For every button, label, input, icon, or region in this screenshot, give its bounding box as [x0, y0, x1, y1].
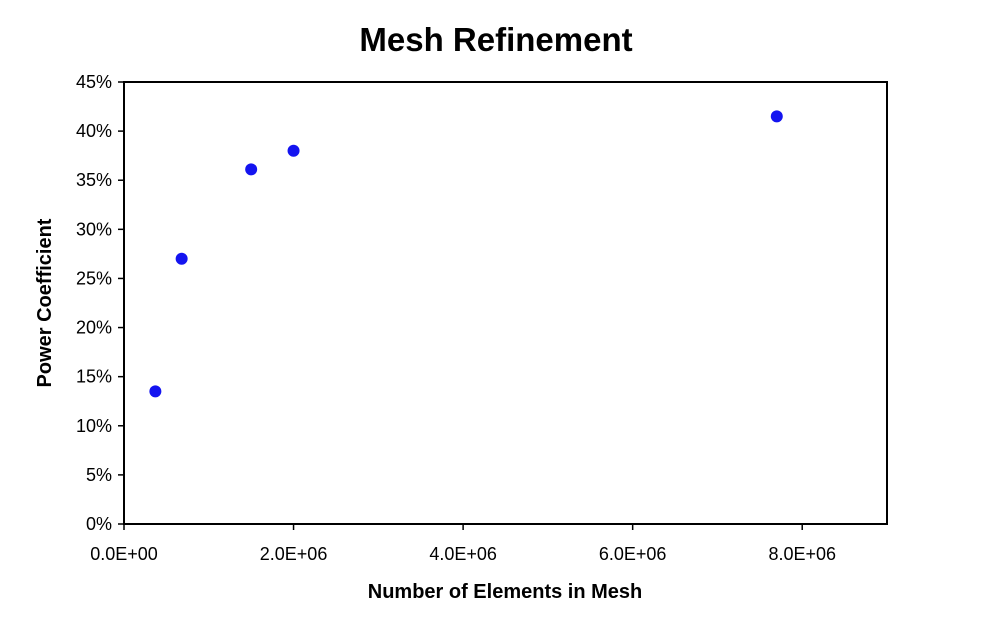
x-tick-label: 2.0E+06	[260, 544, 328, 564]
x-tick-label: 8.0E+06	[768, 544, 836, 564]
x-tick-label: 6.0E+06	[599, 544, 667, 564]
plot-area	[123, 81, 888, 525]
x-tick-label: 4.0E+06	[429, 544, 497, 564]
y-tick-label: 40%	[76, 121, 112, 141]
chart-title: Mesh Refinement	[359, 21, 632, 58]
y-tick-label: 20%	[76, 318, 112, 338]
y-axis: 0% 5% 10% 15% 20% 25% 30% 35% 40% 45%	[76, 72, 124, 534]
data-point	[175, 252, 188, 265]
x-tick-label: 0.0E+00	[90, 544, 158, 564]
data-point	[149, 385, 162, 398]
y-tick-label: 10%	[76, 416, 112, 436]
data-series	[149, 110, 783, 398]
y-tick-label: 0%	[86, 514, 112, 534]
y-axis-title: Power Coefficient	[34, 218, 56, 387]
y-tick-label: 35%	[76, 170, 112, 190]
y-tick-label: 15%	[76, 367, 112, 387]
y-tick-label: 30%	[76, 219, 112, 239]
y-tick-label: 45%	[76, 72, 112, 92]
x-axis: 0.0E+00 2.0E+06 4.0E+06 6.0E+06 8.0E+06	[90, 524, 836, 564]
y-tick-label: 25%	[76, 268, 112, 288]
x-axis-title: Number of Elements in Mesh	[368, 581, 643, 603]
y-tick-label: 5%	[86, 465, 112, 485]
data-point	[245, 163, 258, 176]
data-point	[770, 110, 783, 123]
data-point	[287, 144, 300, 157]
